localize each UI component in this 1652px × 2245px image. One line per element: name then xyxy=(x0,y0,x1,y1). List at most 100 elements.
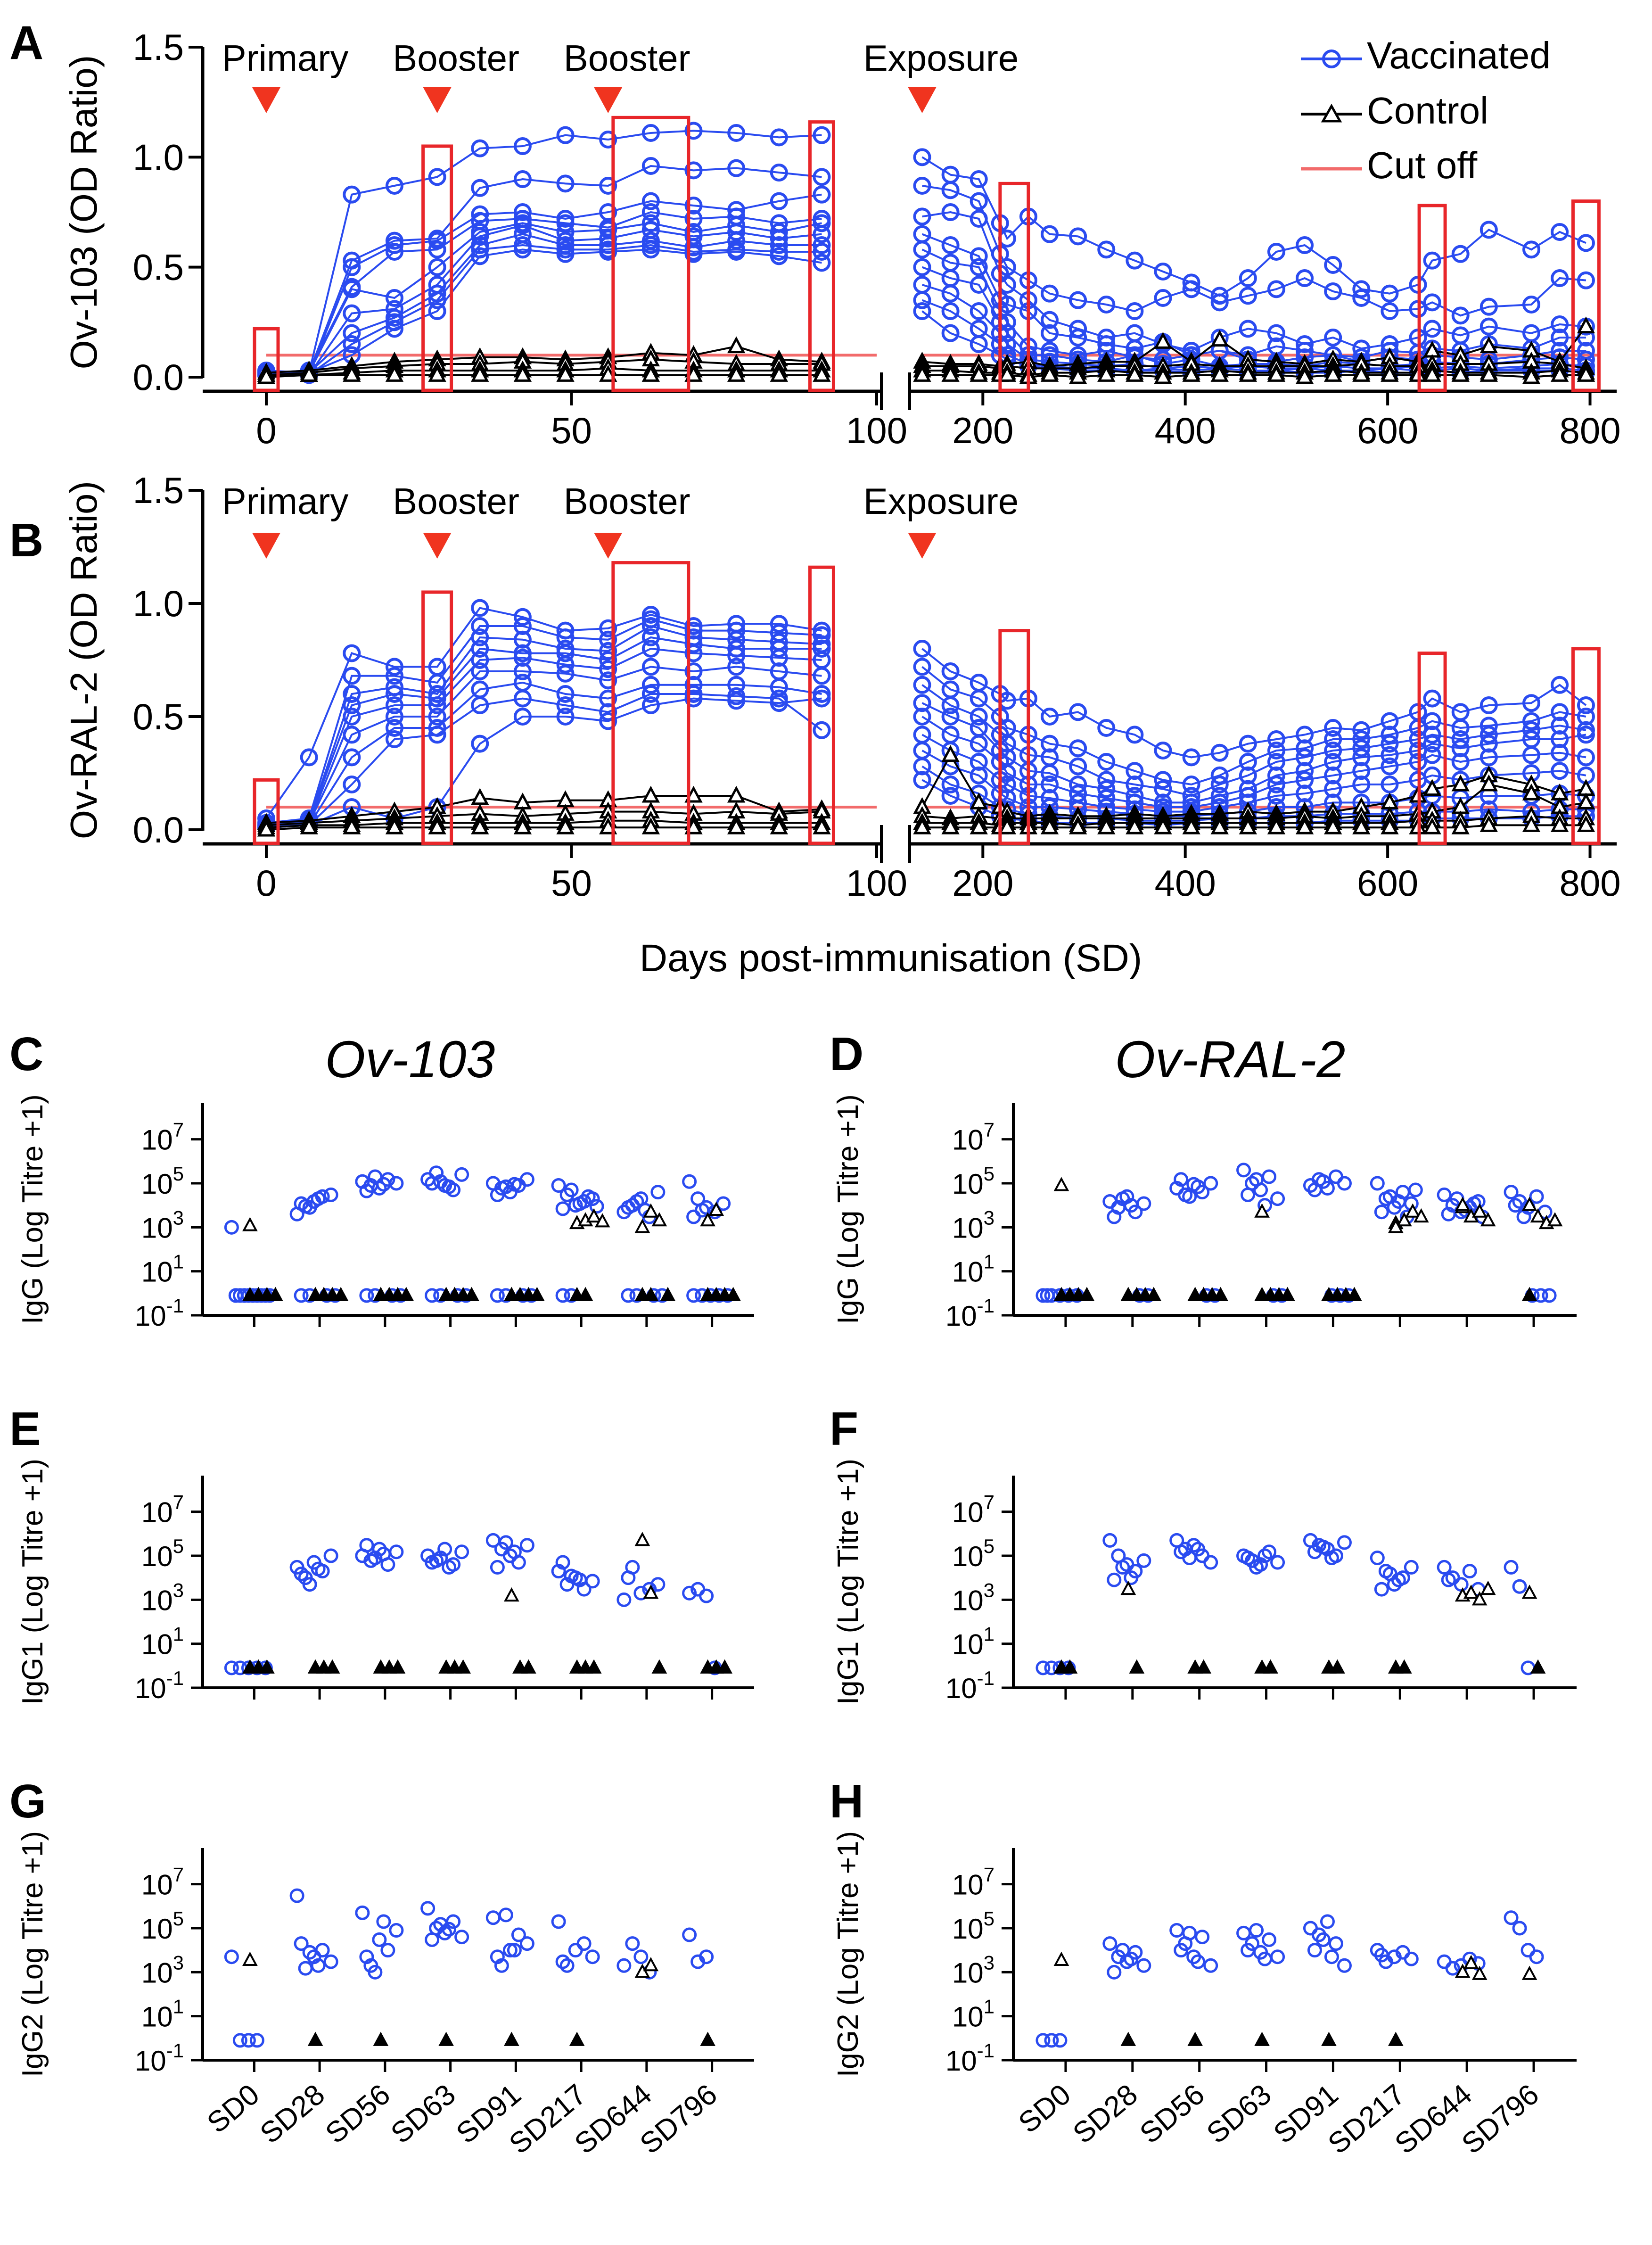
data-point xyxy=(1577,271,1595,289)
vaccinated-point xyxy=(1241,1551,1256,1566)
data-point xyxy=(513,365,532,382)
data-point xyxy=(599,689,617,708)
vaccinated-point xyxy=(442,1560,457,1575)
data-point xyxy=(727,646,746,665)
vaccinated-point xyxy=(1124,1570,1139,1585)
y-tick-label: 101 xyxy=(952,1623,994,1660)
data-point xyxy=(1451,245,1470,263)
vaccinated-point xyxy=(1107,1572,1122,1587)
control-point xyxy=(1471,1965,1488,1980)
control-point xyxy=(708,1201,724,1216)
event-booster-2-label: Booster xyxy=(564,480,690,522)
control-point xyxy=(324,1659,340,1674)
data-point xyxy=(1423,365,1441,382)
data-point xyxy=(471,662,489,680)
sample-box xyxy=(611,116,690,392)
vaccinated-point xyxy=(585,1574,600,1589)
control-point xyxy=(512,1287,528,1301)
vaccinated-point xyxy=(1315,1539,1331,1554)
y-tick-label: 0.0 xyxy=(133,356,184,398)
data-point xyxy=(1041,284,1059,303)
data-point xyxy=(1040,365,1059,382)
y-tick-label: 1.0 xyxy=(133,136,184,178)
data-point xyxy=(471,179,489,197)
data-point xyxy=(471,365,489,382)
data-point xyxy=(727,817,746,834)
legend-control-marker xyxy=(1321,103,1342,123)
event-booster-2-label: Booster xyxy=(564,37,690,79)
data-point xyxy=(941,284,960,303)
legend-vaccinated-label: Vaccinated xyxy=(1367,34,1551,76)
control-point xyxy=(634,1532,650,1546)
y-tick-label: 103 xyxy=(952,1951,994,1989)
control-point xyxy=(1463,1585,1479,1599)
vaccinated-point xyxy=(311,1561,326,1576)
data-point xyxy=(941,302,960,320)
data-point xyxy=(913,302,931,320)
vaccinated-point xyxy=(224,1220,239,1235)
data-point xyxy=(556,644,575,662)
series-line-late xyxy=(921,156,1586,297)
data-point xyxy=(599,671,617,690)
title-ovral2: Ov-RAL-2 xyxy=(1115,1031,1346,1089)
y-tick-label: 101 xyxy=(141,1251,184,1288)
data-point xyxy=(1324,730,1342,748)
vaccinated-point xyxy=(1203,1555,1218,1570)
data-point xyxy=(641,157,660,175)
control-point xyxy=(521,1659,536,1674)
x-tick-label: SD796 xyxy=(1455,2078,1545,2161)
data-point xyxy=(913,676,931,694)
vaccinated-point xyxy=(555,1555,570,1570)
data-point xyxy=(385,289,403,307)
sample-box xyxy=(1417,652,1447,845)
data-point xyxy=(770,164,788,182)
control-point xyxy=(1062,1659,1078,1674)
data-point xyxy=(1154,332,1172,349)
series-vaccinated-2 xyxy=(257,610,1595,832)
data-point xyxy=(513,137,532,155)
data-point xyxy=(1267,280,1285,298)
y-tick-label: 103 xyxy=(952,1579,994,1616)
x-tick-label: SD644 xyxy=(1389,2078,1479,2161)
control-point xyxy=(725,1287,741,1301)
data-point xyxy=(471,788,489,805)
data-point xyxy=(1423,726,1441,744)
vaccinated-point xyxy=(1320,1914,1335,1929)
series-vaccinated-2 xyxy=(257,157,1595,384)
data-point xyxy=(471,735,489,753)
data-point xyxy=(343,696,361,714)
data-point xyxy=(1451,739,1470,758)
data-point xyxy=(1577,696,1595,714)
data-point xyxy=(1069,320,1087,338)
y-tick-label: 10-1 xyxy=(135,1295,184,1332)
data-point xyxy=(970,708,988,726)
x-tick-label: 100 xyxy=(846,410,907,451)
data-point xyxy=(641,685,660,703)
control-point xyxy=(1254,1287,1270,1301)
panel-letter-c: C xyxy=(9,1028,43,1081)
data-point xyxy=(428,168,446,186)
data-point xyxy=(1577,708,1595,726)
vaccinated-point xyxy=(425,1932,440,1947)
event-booster-2-arrow xyxy=(594,533,623,559)
control-point xyxy=(1396,1212,1412,1227)
data-point xyxy=(428,240,446,259)
vaccinated-point xyxy=(420,1901,436,1916)
data-point xyxy=(1381,746,1399,764)
data-point xyxy=(1522,746,1540,764)
control-point xyxy=(1254,1203,1270,1218)
data-point xyxy=(1423,293,1441,312)
data-point xyxy=(1267,776,1285,793)
data-point xyxy=(970,210,988,228)
vaccinated-point xyxy=(686,1209,701,1224)
control-point xyxy=(1521,1197,1537,1211)
data-point xyxy=(941,817,960,834)
data-point xyxy=(343,258,361,276)
data-point xyxy=(1551,315,1569,333)
series-line-early xyxy=(266,367,822,376)
control-point xyxy=(1405,1203,1421,1218)
y-tick-label: 1.0 xyxy=(133,583,184,624)
data-point xyxy=(385,658,403,676)
vaccinated-point xyxy=(1191,1179,1206,1194)
